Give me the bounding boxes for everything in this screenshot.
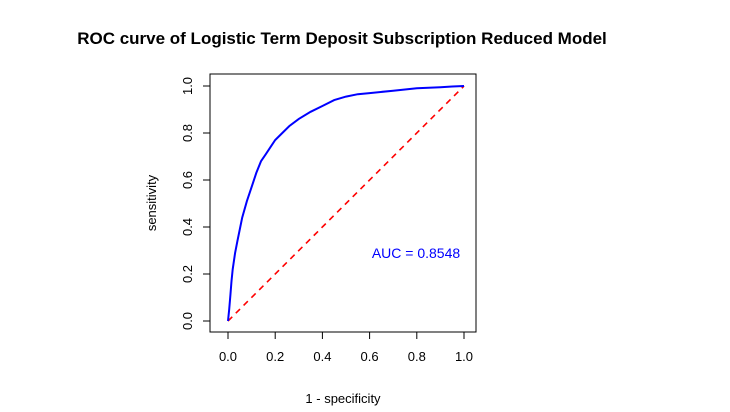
x-tick-label: 0.2 (266, 349, 284, 364)
y-tick-label: 1.0 (180, 77, 195, 95)
y-axis: 0.0 0.2 0.4 0.6 0.8 1.0 (180, 77, 211, 330)
y-tick-label: 0.2 (180, 265, 195, 283)
plot-frame (209, 73, 477, 333)
chart-title: ROC curve of Logistic Term Deposit Subsc… (77, 29, 607, 48)
y-tick-label: 0.0 (180, 312, 195, 330)
x-tick-label: 0.6 (361, 349, 379, 364)
x-tick-label: 0.4 (313, 349, 331, 364)
x-axis: 0.0 0.2 0.4 0.6 0.8 1.0 (219, 331, 473, 364)
reference-diagonal-line (227, 85, 465, 322)
roc-curve-line (227, 85, 465, 322)
x-axis-label: 1 - specificity (305, 391, 381, 406)
auc-annotation: AUC = 0.8548 (372, 245, 461, 261)
x-tick-label: 1.0 (455, 349, 473, 364)
y-tick-label: 0.4 (180, 218, 195, 236)
x-tick-label: 0.8 (408, 349, 426, 364)
x-tick-label: 0.0 (219, 349, 237, 364)
y-axis-label: sensitivity (144, 174, 159, 231)
y-tick-label: 0.6 (180, 171, 195, 189)
y-tick-label: 0.8 (180, 124, 195, 142)
